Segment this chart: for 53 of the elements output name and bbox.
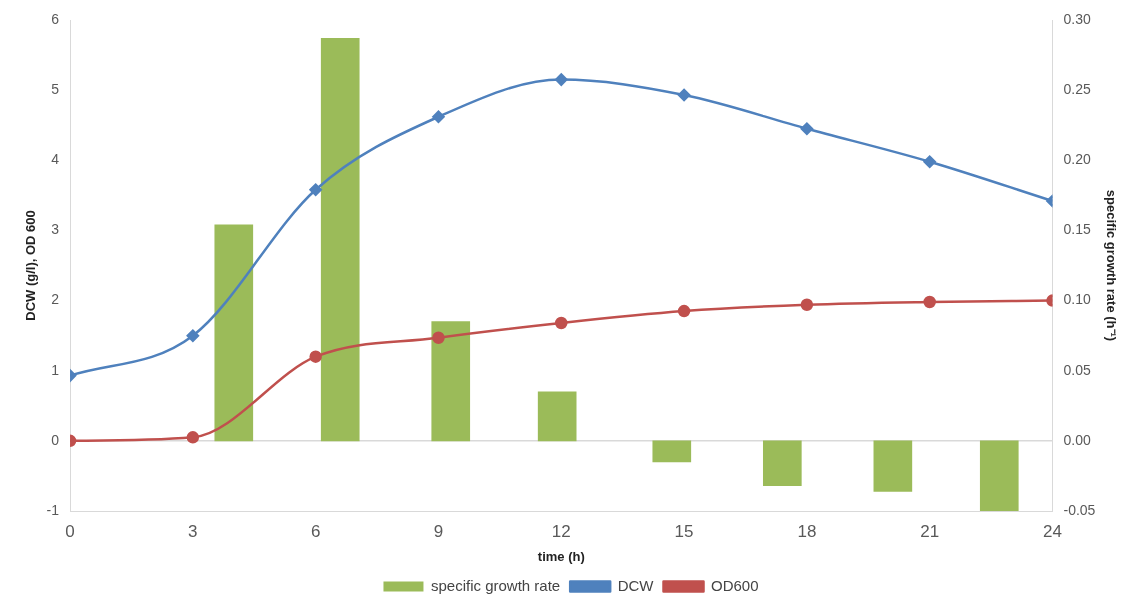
bar (873, 440, 913, 492)
point (309, 350, 322, 363)
y2-tick-label: 0.10 (1063, 291, 1091, 308)
x-tick-label: 12 (551, 521, 571, 541)
point (432, 110, 445, 124)
y-tick-label: 0 (51, 431, 60, 448)
point (555, 73, 568, 86)
point (432, 331, 445, 344)
point (677, 88, 691, 102)
legend-label: DCW (617, 576, 655, 594)
bar (762, 440, 802, 487)
y2-tick-label: -0.05 (1063, 501, 1096, 518)
bar (979, 440, 1019, 511)
y2-tick-label: 0.25 (1063, 81, 1091, 97)
y2-tick-label: 0.20 (1063, 151, 1091, 168)
y-tick-label: 1 (51, 361, 60, 378)
point (677, 304, 691, 318)
x-tick-label: 3 (188, 521, 198, 541)
bar (214, 224, 254, 442)
point (186, 329, 200, 342)
point (309, 183, 322, 196)
x-tick-label: 21 (920, 521, 940, 541)
bar (537, 391, 577, 442)
point (186, 431, 200, 444)
y2-tick-label: 0.00 (1063, 431, 1091, 448)
x-tick-label: 15 (674, 521, 694, 541)
y2-tick-label: 0.05 (1063, 361, 1091, 378)
x-tick-label: 6 (310, 521, 321, 541)
y-tick-label: 6 (51, 10, 60, 27)
bar (652, 440, 692, 463)
y2-tick-label: 0.30 (1063, 10, 1091, 27)
y-tick-label: 2 (51, 291, 60, 308)
y-tick-label: 3 (51, 221, 60, 238)
bar (431, 321, 471, 442)
point (923, 155, 936, 168)
x-tick-label: 18 (797, 521, 817, 541)
y2-tick-label: 0.15 (1063, 221, 1091, 238)
x-tick-label: 9 (433, 521, 444, 541)
point (800, 122, 814, 135)
y-tick-label: 4 (51, 151, 60, 168)
y2-axis-title: specific growth rate (h⁻¹) (1103, 189, 1119, 342)
point (800, 298, 814, 312)
bar (320, 37, 360, 442)
x-tick-label: 24 (1043, 521, 1062, 541)
y-tick-label: 5 (51, 81, 60, 97)
x-tick-label: 0 (65, 521, 75, 541)
legend-label: specific growth rate (430, 576, 561, 594)
point (923, 295, 936, 309)
y-tick-label: -1 (46, 501, 60, 518)
legend-label: OD600 (711, 576, 759, 594)
point (555, 316, 568, 330)
x-axis-title: time (h) (537, 548, 585, 564)
y-axis-title: DCW (g/l), OD 600 (23, 210, 39, 321)
